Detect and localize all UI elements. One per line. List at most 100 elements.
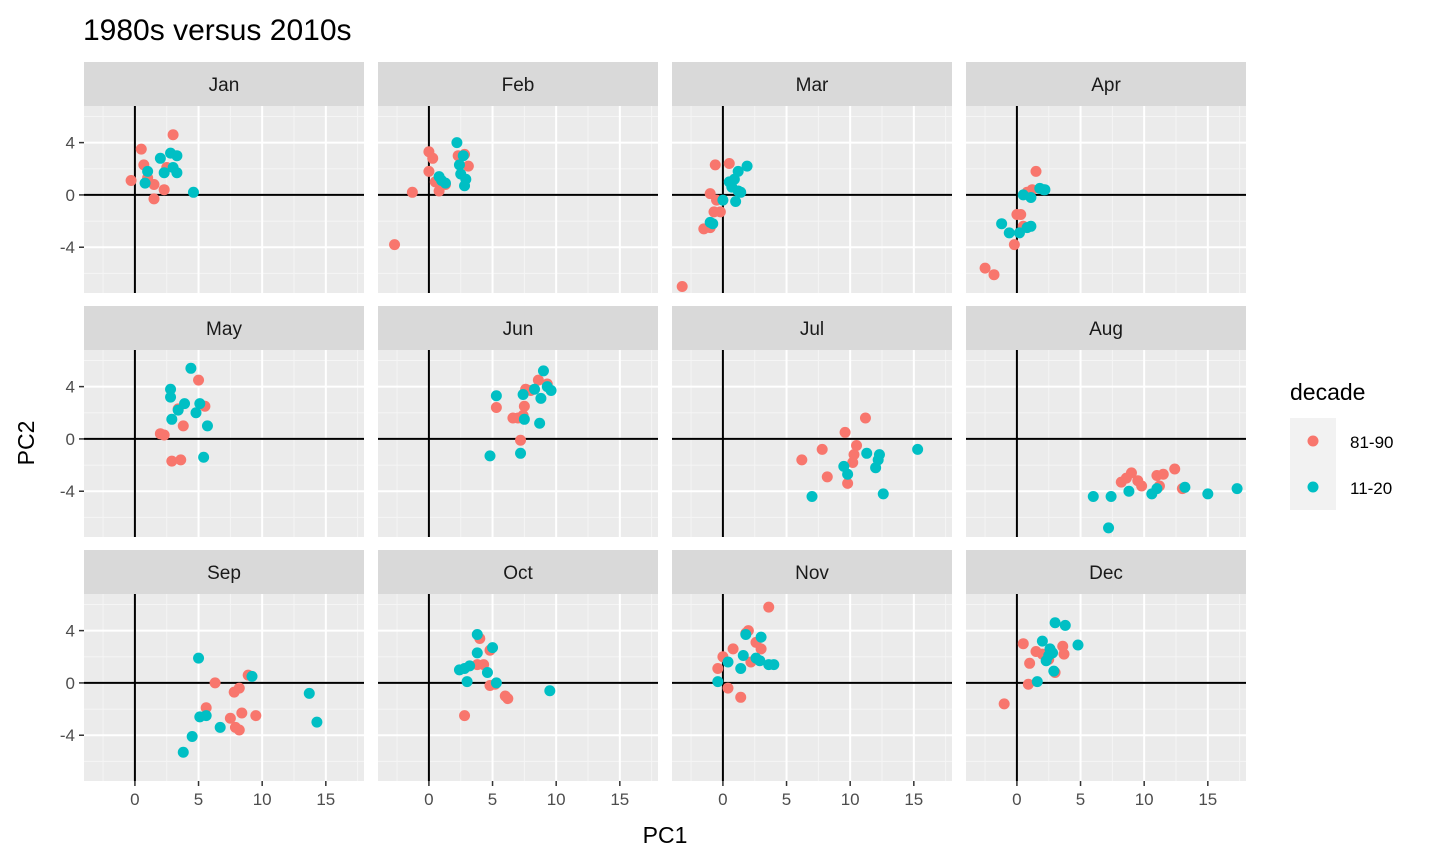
data-point-81-90 xyxy=(727,643,739,655)
data-point-11-20 xyxy=(481,666,493,678)
facet-strip-label: Jul xyxy=(800,319,824,340)
data-point-11-20 xyxy=(722,656,734,668)
data-point-81-90 xyxy=(135,143,147,155)
data-point-11-20 xyxy=(873,449,885,461)
data-point-81-90 xyxy=(1125,467,1137,479)
data-point-11-20 xyxy=(518,413,530,425)
data-point-81-90 xyxy=(709,159,721,171)
facet-strip xyxy=(84,306,364,350)
data-point-11-20 xyxy=(490,390,502,402)
data-point-11-20 xyxy=(529,383,541,395)
data-point-81-90 xyxy=(158,429,170,441)
data-point-11-20 xyxy=(194,398,206,410)
data-point-11-20 xyxy=(1025,192,1037,204)
data-point-81-90 xyxy=(842,477,854,489)
facet-panel-apr: Apr xyxy=(966,62,1246,293)
data-point-11-20 xyxy=(515,447,527,459)
data-point-81-90 xyxy=(406,186,418,198)
data-point-81-90 xyxy=(1022,678,1034,690)
data-point-81-90 xyxy=(988,269,1000,281)
data-point-11-20 xyxy=(537,365,549,377)
facet-strip xyxy=(84,62,364,106)
data-point-11-20 xyxy=(490,677,502,689)
x-tick-label: 15 xyxy=(316,790,335,809)
x-tick-label: 15 xyxy=(904,790,923,809)
data-point-11-20 xyxy=(200,710,212,722)
panel-background xyxy=(378,594,658,781)
data-point-81-90 xyxy=(423,165,435,177)
data-point-11-20 xyxy=(311,716,323,728)
x-tick-label: 10 xyxy=(841,790,860,809)
data-point-11-20 xyxy=(171,150,183,162)
data-point-81-90 xyxy=(459,710,471,722)
data-point-11-20 xyxy=(201,420,213,432)
data-point-11-20 xyxy=(735,663,747,675)
data-point-11-20 xyxy=(457,150,469,162)
data-point-81-90 xyxy=(1030,165,1042,177)
data-point-11-20 xyxy=(451,137,463,149)
data-point-11-20 xyxy=(732,165,744,177)
data-point-11-20 xyxy=(198,451,210,463)
facet-panel-oct: Oct 0 5 10 15 xyxy=(378,550,658,809)
data-point-11-20 xyxy=(1031,676,1043,688)
data-point-11-20 xyxy=(1049,617,1061,629)
facet-strip-label: Mar xyxy=(796,75,829,96)
data-point-11-20 xyxy=(453,159,465,171)
data-point-81-90 xyxy=(1157,468,1169,480)
data-point-11-20 xyxy=(1047,647,1059,659)
panel-background xyxy=(966,106,1246,293)
facet-panel-aug: Aug xyxy=(966,306,1246,537)
data-point-81-90 xyxy=(979,262,991,274)
facet-panel-dec: Dec 0 5 10 15 xyxy=(966,550,1246,809)
data-point-11-20 xyxy=(996,218,1008,230)
data-point-81-90 xyxy=(502,693,514,705)
legend: decade 81-90 11-20 xyxy=(1290,379,1393,510)
data-point-81-90 xyxy=(389,239,401,251)
panel-background xyxy=(966,594,1246,781)
data-point-11-20 xyxy=(1231,483,1243,495)
data-point-81-90 xyxy=(816,443,828,455)
data-point-81-90 xyxy=(723,158,735,170)
data-point-81-90 xyxy=(233,724,245,736)
data-point-11-20 xyxy=(912,443,924,455)
data-point-11-20 xyxy=(461,676,473,688)
data-point-11-20 xyxy=(177,746,189,758)
chart-title: 1980s versus 2010s xyxy=(83,14,352,47)
data-point-11-20 xyxy=(544,685,556,697)
facet-strip xyxy=(966,306,1246,350)
facet-panel-jul: Jul xyxy=(672,306,952,537)
data-point-11-20 xyxy=(717,194,729,206)
data-point-11-20 xyxy=(246,670,258,682)
facet-strip-label: May xyxy=(206,319,242,340)
data-point-81-90 xyxy=(763,601,775,613)
facet-strip xyxy=(378,306,658,350)
data-point-81-90 xyxy=(735,691,747,703)
legend-key-81-90 xyxy=(1307,435,1319,447)
data-point-11-20 xyxy=(768,659,780,671)
legend-key-background xyxy=(1290,418,1336,510)
y-tick-label: -4 xyxy=(60,726,75,745)
panel-background xyxy=(672,594,952,781)
data-point-11-20 xyxy=(154,152,166,164)
data-point-11-20 xyxy=(735,186,747,198)
x-tick-label: 5 xyxy=(488,790,497,809)
y-axis-title: PC2 xyxy=(13,421,39,466)
panel-background xyxy=(378,106,658,293)
facet-strip xyxy=(672,550,952,594)
facet-strip xyxy=(378,62,658,106)
facet-panel-nov: Nov 0 5 10 15 xyxy=(672,550,952,809)
facet-strip-label: Oct xyxy=(503,563,533,584)
data-point-11-20 xyxy=(1025,220,1037,232)
y-tick-label: 0 xyxy=(66,674,75,693)
data-point-81-90 xyxy=(250,710,262,722)
data-point-11-20 xyxy=(842,468,854,480)
data-point-11-20 xyxy=(214,721,226,733)
data-point-11-20 xyxy=(737,649,749,661)
data-point-81-90 xyxy=(755,643,767,655)
data-point-11-20 xyxy=(1105,490,1117,502)
data-point-81-90 xyxy=(1136,480,1148,492)
data-point-81-90 xyxy=(848,449,860,461)
x-tick-label: 0 xyxy=(424,790,433,809)
facet-panel-mar: Mar xyxy=(672,62,952,293)
facet-strip xyxy=(84,550,364,594)
